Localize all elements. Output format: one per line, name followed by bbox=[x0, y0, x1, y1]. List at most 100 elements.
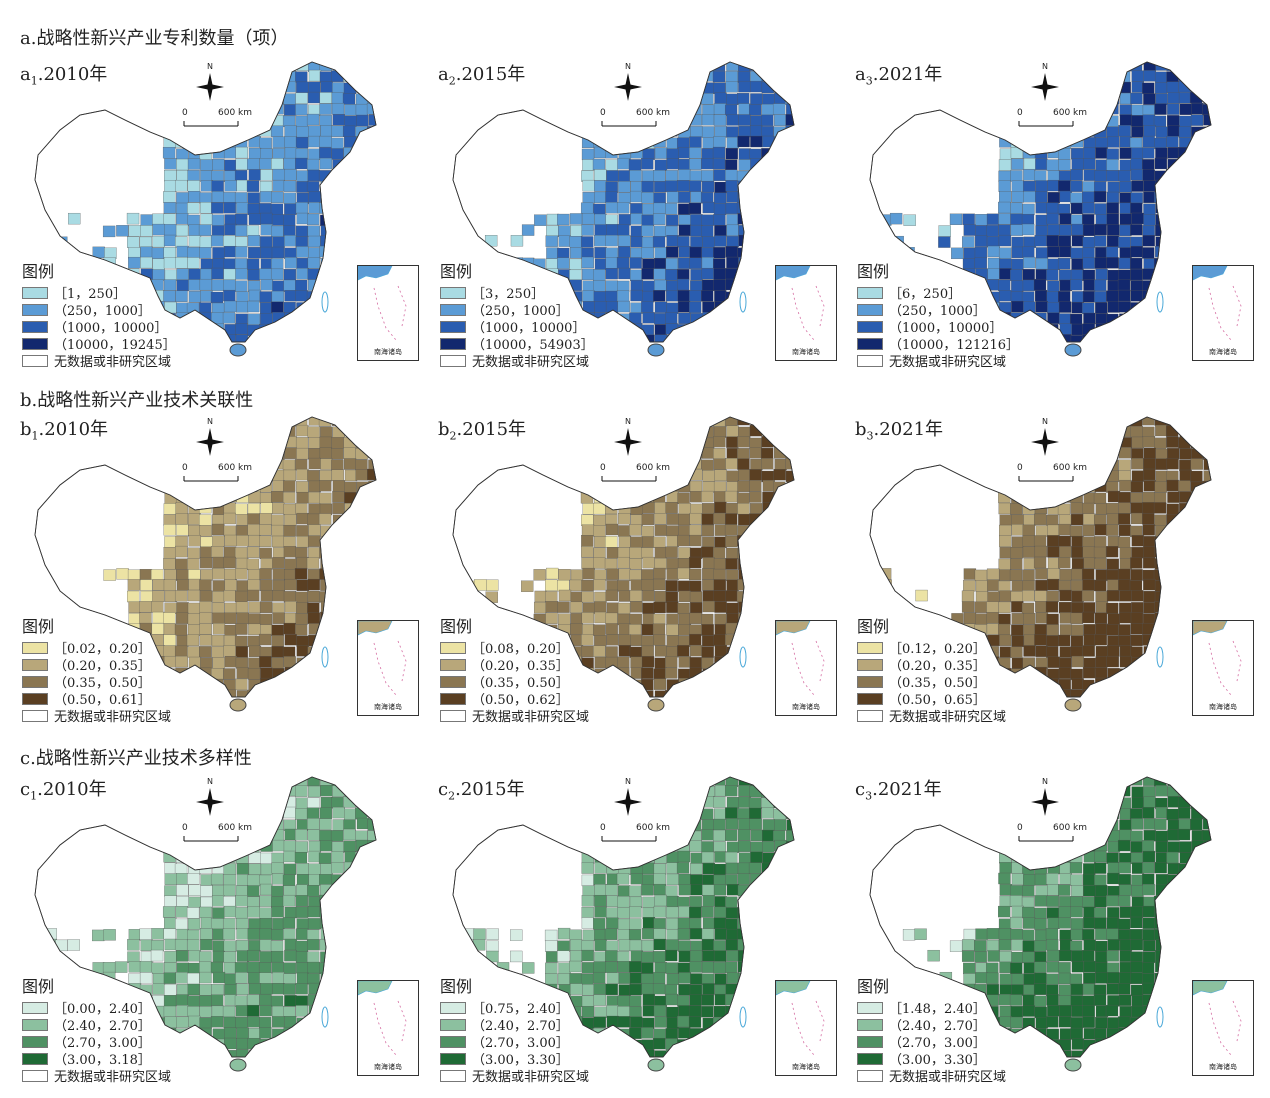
region-cell bbox=[344, 973, 357, 985]
region-cell bbox=[139, 601, 152, 613]
region-cell bbox=[271, 808, 284, 820]
legend-item: （3.00，3.18］ bbox=[22, 1050, 171, 1068]
region-cell bbox=[690, 777, 703, 786]
region-cell bbox=[212, 612, 225, 625]
map-panel-b2: b2.2015年 N 0 600 km 图例 ［0.08，0.20］ （0.20，0.35］… bbox=[438, 415, 848, 755]
region-cell bbox=[306, 113, 320, 126]
region-cell bbox=[1083, 437, 1096, 449]
legend-item-nodata: 无数据或非研究区域 bbox=[440, 352, 594, 370]
panel-title: a2.2015年 bbox=[438, 60, 525, 88]
region-cell bbox=[319, 1038, 332, 1051]
region-cell bbox=[1202, 126, 1211, 138]
region-cell bbox=[307, 885, 320, 897]
region-cell bbox=[1166, 225, 1180, 238]
region-cell bbox=[295, 679, 308, 691]
region-cell bbox=[1107, 645, 1120, 657]
region-cell bbox=[367, 796, 376, 808]
region-cell bbox=[175, 558, 188, 570]
region-cell bbox=[689, 512, 702, 525]
region-cell bbox=[248, 983, 262, 995]
region-cell bbox=[1022, 546, 1036, 558]
legend-label: ［0.12，0.20］ bbox=[889, 642, 986, 657]
region-cell bbox=[236, 291, 249, 303]
section-title-c: c.战略性新兴产业技术多样性 bbox=[20, 748, 252, 769]
region-cell bbox=[368, 81, 376, 94]
region-cell bbox=[1143, 480, 1156, 492]
region-cell bbox=[20, 940, 31, 951]
region-cell bbox=[223, 1016, 236, 1029]
region-cell bbox=[1035, 852, 1048, 864]
panel-year: .2021年 bbox=[873, 419, 944, 440]
region-cell bbox=[689, 534, 702, 547]
region-cell bbox=[999, 436, 1012, 448]
region-cell bbox=[223, 268, 236, 281]
region-cell bbox=[296, 657, 309, 669]
region-cell bbox=[56, 962, 69, 974]
legend-label: （0.50，0.62］ bbox=[472, 693, 569, 708]
region-cell bbox=[630, 334, 643, 342]
region-cell bbox=[1094, 884, 1108, 897]
region-cell bbox=[188, 962, 201, 975]
region-cell bbox=[1070, 279, 1083, 291]
region-cell bbox=[1118, 862, 1131, 874]
region-cell bbox=[1011, 624, 1024, 636]
region-cell bbox=[677, 1015, 690, 1028]
region-cell bbox=[748, 235, 762, 247]
region-cell bbox=[367, 192, 376, 205]
region-cell bbox=[986, 236, 1000, 248]
region-cell bbox=[272, 236, 285, 248]
region-cell bbox=[212, 258, 225, 270]
region-cell bbox=[605, 280, 618, 292]
region-cell bbox=[726, 126, 739, 138]
region-cell bbox=[199, 590, 213, 602]
region-cell bbox=[702, 104, 715, 116]
region-cell bbox=[176, 602, 189, 614]
region-cell bbox=[726, 235, 739, 248]
region-cell bbox=[271, 1005, 285, 1018]
region-cell bbox=[1058, 301, 1072, 313]
region-cell bbox=[1047, 191, 1060, 204]
region-cell bbox=[1034, 333, 1047, 342]
region-cell bbox=[259, 547, 272, 560]
taiwan-island bbox=[1156, 291, 1164, 313]
region-cell bbox=[570, 950, 583, 962]
region-cell bbox=[1010, 558, 1023, 570]
region-cell bbox=[786, 513, 794, 526]
region-cell bbox=[1010, 417, 1024, 428]
region-cell bbox=[284, 235, 297, 247]
region-cell bbox=[356, 148, 369, 160]
region-cell bbox=[283, 928, 296, 941]
region-cell bbox=[701, 524, 714, 537]
region-cell bbox=[271, 950, 284, 963]
region-cell bbox=[247, 906, 261, 918]
region-cell bbox=[1059, 589, 1072, 602]
region-cell bbox=[1119, 906, 1133, 918]
panel-subscript: 2 bbox=[449, 429, 457, 443]
region-cell bbox=[1094, 91, 1108, 104]
region-cell bbox=[951, 247, 964, 260]
region-cell bbox=[236, 950, 250, 962]
country-border bbox=[34, 776, 377, 1058]
choropleth-map bbox=[869, 61, 1212, 357]
region-cell bbox=[356, 481, 369, 493]
region-cell bbox=[1155, 852, 1169, 864]
region-cell bbox=[259, 425, 272, 437]
region-cell bbox=[677, 558, 691, 570]
region-cell bbox=[272, 417, 285, 427]
legend-swatch bbox=[857, 709, 883, 722]
region-cell bbox=[283, 469, 297, 482]
choropleth-map bbox=[869, 776, 1212, 1072]
region-cell bbox=[211, 335, 225, 342]
region-cell bbox=[1081, 568, 1095, 580]
inset-land bbox=[1192, 265, 1228, 281]
region-cell bbox=[762, 258, 775, 270]
region-cell bbox=[677, 534, 690, 547]
region-cell bbox=[272, 62, 285, 72]
region-cell bbox=[749, 580, 762, 592]
region-cell bbox=[726, 950, 739, 962]
region-cell bbox=[701, 1049, 714, 1057]
region-cell bbox=[653, 268, 666, 280]
region-cell bbox=[308, 81, 321, 93]
region-cell bbox=[749, 214, 763, 226]
region-cell bbox=[1143, 214, 1156, 226]
